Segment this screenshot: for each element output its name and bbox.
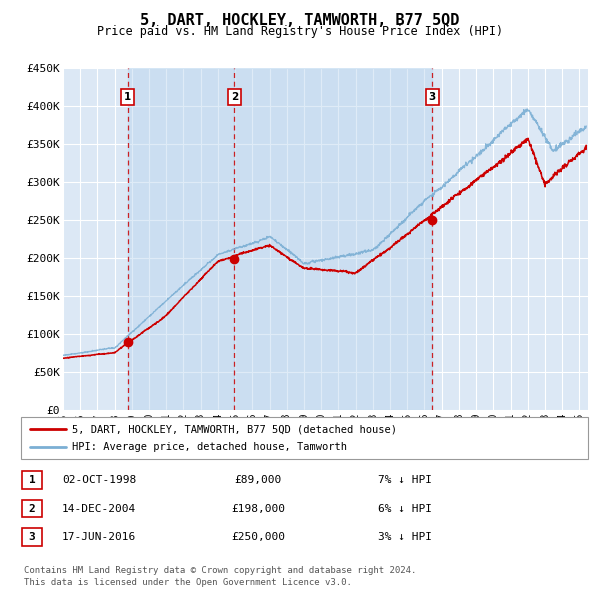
Text: 17-JUN-2016: 17-JUN-2016: [62, 532, 136, 542]
Text: 14-DEC-2004: 14-DEC-2004: [62, 504, 136, 513]
Text: 1: 1: [124, 92, 131, 102]
Text: Contains HM Land Registry data © Crown copyright and database right 2024.
This d: Contains HM Land Registry data © Crown c…: [24, 566, 416, 586]
Text: 3: 3: [29, 532, 35, 542]
Text: Price paid vs. HM Land Registry's House Price Index (HPI): Price paid vs. HM Land Registry's House …: [97, 25, 503, 38]
Text: 5, DART, HOCKLEY, TAMWORTH, B77 5QD (detached house): 5, DART, HOCKLEY, TAMWORTH, B77 5QD (det…: [72, 424, 397, 434]
Text: 02-OCT-1998: 02-OCT-1998: [62, 476, 136, 485]
Text: 5, DART, HOCKLEY, TAMWORTH, B77 5QD: 5, DART, HOCKLEY, TAMWORTH, B77 5QD: [140, 12, 460, 28]
Text: 6% ↓ HPI: 6% ↓ HPI: [378, 504, 432, 513]
Text: 2: 2: [29, 504, 35, 513]
Text: £250,000: £250,000: [231, 532, 285, 542]
Bar: [234, 68, 433, 410]
Text: 3% ↓ HPI: 3% ↓ HPI: [378, 532, 432, 542]
Text: 7% ↓ HPI: 7% ↓ HPI: [378, 476, 432, 485]
Text: 3: 3: [429, 92, 436, 102]
Text: 2: 2: [230, 92, 238, 102]
Text: 1: 1: [29, 476, 35, 485]
Text: £198,000: £198,000: [231, 504, 285, 513]
Text: £89,000: £89,000: [235, 476, 281, 485]
Bar: [128, 68, 234, 410]
Text: HPI: Average price, detached house, Tamworth: HPI: Average price, detached house, Tamw…: [72, 442, 347, 452]
